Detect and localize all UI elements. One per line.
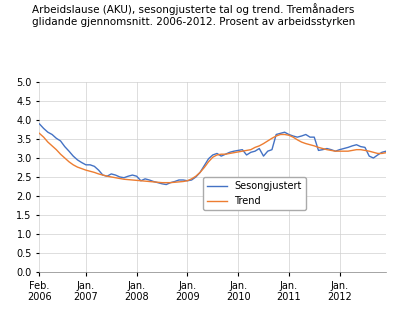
Line: Trend: Trend	[39, 133, 386, 183]
Legend: Sesongjustert, Trend: Sesongjustert, Trend	[203, 177, 306, 210]
Trend	[249, 148, 253, 152]
Trend	[384, 151, 388, 155]
Sesongjustert	[88, 163, 93, 167]
Text: Arbeidslause (AKU), sesongjusterte tal og trend. Tremånaders
glidande gjennomsni: Arbeidslause (AKU), sesongjusterte tal o…	[32, 3, 355, 27]
Sesongjustert	[291, 134, 296, 138]
Trend	[312, 144, 317, 148]
Trend	[88, 169, 93, 173]
Trend	[58, 152, 63, 156]
Sesongjustert	[249, 150, 253, 154]
Line: Sesongjustert: Sesongjustert	[39, 124, 386, 185]
Trend	[37, 131, 42, 135]
Trend	[291, 135, 296, 139]
Sesongjustert	[164, 183, 169, 186]
Trend	[109, 175, 113, 179]
Sesongjustert	[384, 149, 388, 153]
Trend	[160, 181, 164, 185]
Sesongjustert	[109, 172, 113, 176]
Sesongjustert	[312, 135, 317, 139]
Sesongjustert	[37, 122, 42, 126]
Sesongjustert	[58, 139, 63, 143]
